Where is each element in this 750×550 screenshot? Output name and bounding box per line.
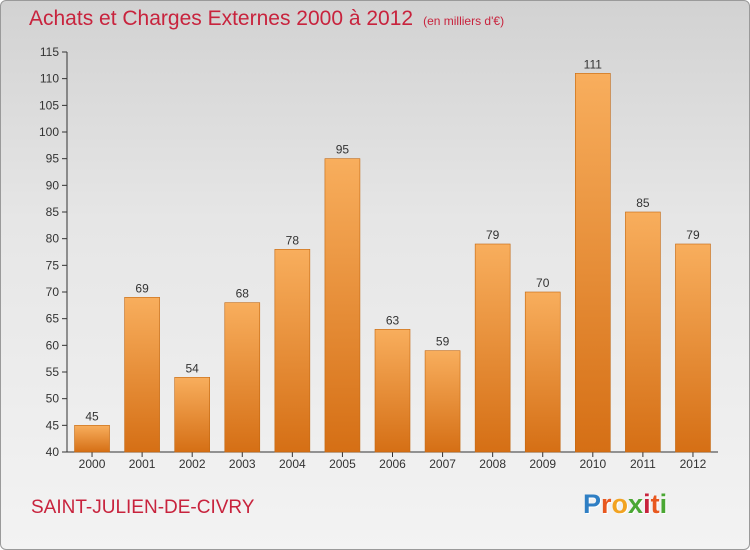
y-tick-label: 85 [46,205,60,219]
bar [675,243,711,453]
logo-letter: P [583,489,602,519]
x-tick-label: 2000 [79,457,106,471]
y-tick-label: 60 [46,338,60,352]
x-tick-label: 2002 [179,457,206,471]
bar [625,211,661,453]
bar [274,249,311,453]
x-tick-label: 2003 [229,457,256,471]
y-tick-label: 105 [39,98,59,112]
bar-value-label: 78 [286,233,300,247]
bar-value-label: 70 [536,276,550,290]
y-tick-label: 40 [46,445,60,459]
bar [575,73,611,453]
bar-value-label: 95 [336,143,350,157]
bar [124,297,160,453]
logo-letter: i [659,489,668,519]
x-tick-label: 2001 [129,457,156,471]
logo-letter: t [650,489,660,519]
bar-value-label: 59 [436,335,450,349]
x-tick-label: 2007 [429,457,456,471]
y-tick-label: 110 [40,72,59,86]
bar-value-label: 79 [686,228,700,242]
bar-value-label: 45 [85,409,99,423]
x-tick-label: 2005 [329,457,356,471]
y-tick-label: 50 [46,392,60,406]
y-tick-label: 55 [46,365,60,379]
x-tick-label: 2009 [529,457,556,471]
y-tick-label: 65 [46,312,60,326]
y-tick-label: 70 [46,285,60,299]
x-tick-label: 2012 [680,457,707,471]
x-tick-label: 2011 [630,457,656,471]
y-tick-label: 100 [39,125,59,139]
y-tick-label: 75 [46,258,60,272]
y-tick-label: 115 [40,45,59,59]
bar-value-label: 85 [636,196,650,210]
bar [424,350,461,453]
bar [224,302,261,453]
y-tick-label: 45 [46,418,60,432]
bar [474,243,511,453]
y-tick-label: 90 [46,178,60,192]
bar [74,425,110,453]
bar-value-label: 68 [236,287,250,301]
x-tick-label: 2004 [279,457,306,471]
logo-letter: i [643,489,651,519]
title-row: Achats et Charges Externes 2000 à 2012 (e… [29,7,504,31]
bar-value-label: 79 [486,228,500,242]
town-name: SAINT-JULIEN-DE-CIVRY [31,497,255,518]
chart-title: Achats et Charges Externes 2000 à 2012 [29,7,414,30]
logo-letter: r [601,489,612,519]
y-tick-label: 80 [46,232,60,246]
x-tick-label: 2010 [579,457,606,471]
bar-value-label: 63 [386,313,400,327]
bar-value-label: 69 [135,281,149,295]
logo-letter: x [628,489,644,519]
bar [324,158,361,453]
x-tick-label: 2008 [479,457,506,471]
bar-value-label: 54 [186,361,200,375]
bar-value-label: 111 [584,57,603,71]
x-tick-label: 2006 [379,457,406,471]
bar [374,329,411,453]
bar [524,291,561,453]
bar [174,377,210,453]
proxiti-logo: Proxiti [583,489,667,520]
logo-letter: o [611,489,629,519]
y-tick-label: 95 [46,152,60,166]
chart-subtitle: (en milliers d'€) [423,14,505,28]
